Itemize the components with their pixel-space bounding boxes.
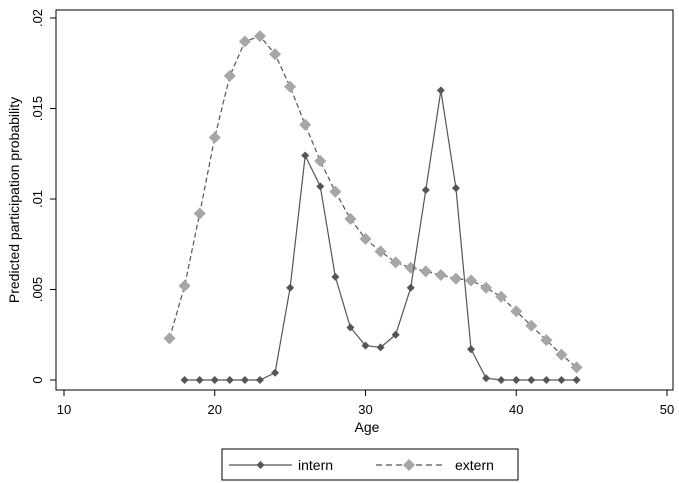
y-tick-label: .005 xyxy=(30,277,45,302)
y-tick-label: 0 xyxy=(30,376,45,383)
point-extern xyxy=(253,30,266,43)
point-intern xyxy=(572,376,581,384)
y-axis-title: Predicted participation probability xyxy=(6,97,22,303)
point-intern xyxy=(255,376,264,384)
point-extern xyxy=(555,348,568,361)
plot-frame xyxy=(55,9,674,391)
point-extern xyxy=(480,281,493,294)
point-extern xyxy=(434,269,447,282)
point-extern xyxy=(419,265,432,278)
point-extern xyxy=(495,290,508,303)
point-intern xyxy=(361,341,370,350)
point-intern xyxy=(436,86,445,95)
x-tick-label: 40 xyxy=(509,402,523,417)
point-extern xyxy=(208,131,221,144)
series-intern xyxy=(180,86,581,384)
point-intern xyxy=(497,376,506,384)
point-intern xyxy=(316,182,325,191)
point-extern xyxy=(510,305,523,318)
point-extern xyxy=(269,48,282,61)
point-extern xyxy=(284,80,297,93)
point-extern xyxy=(178,279,191,292)
legend-label-intern: intern xyxy=(298,457,333,473)
point-intern xyxy=(240,376,249,384)
series-line-extern xyxy=(168,35,577,368)
point-extern xyxy=(465,274,478,287)
point-intern xyxy=(542,376,551,384)
point-intern xyxy=(331,272,340,281)
point-extern xyxy=(329,185,342,198)
point-intern xyxy=(271,368,280,377)
point-extern xyxy=(344,212,357,225)
x-tick-label: 10 xyxy=(57,402,71,417)
x-tick-label: 50 xyxy=(660,402,674,417)
point-intern xyxy=(557,376,566,384)
point-intern xyxy=(195,376,204,384)
point-extern xyxy=(540,334,553,347)
point-extern xyxy=(299,118,312,131)
y-tick-label: .01 xyxy=(30,190,45,208)
point-intern xyxy=(467,345,476,354)
legend: intern extern xyxy=(221,448,519,481)
series-layer xyxy=(163,30,583,384)
point-extern xyxy=(449,272,462,285)
y-tick-label: .02 xyxy=(30,9,45,27)
point-intern xyxy=(225,376,234,384)
point-extern xyxy=(570,361,583,374)
point-intern xyxy=(512,376,521,384)
y-axis: 0 .005 .01 .015 .02 xyxy=(30,9,56,384)
x-axis: 10 20 30 40 50 xyxy=(57,390,674,417)
y-tick-label: .015 xyxy=(30,96,45,121)
point-extern xyxy=(314,154,327,167)
point-intern xyxy=(180,376,189,384)
point-extern xyxy=(163,332,176,345)
point-intern xyxy=(286,283,295,292)
point-intern xyxy=(391,330,400,339)
legend-label-extern: extern xyxy=(455,457,494,473)
point-intern xyxy=(482,374,491,383)
point-extern xyxy=(193,207,206,220)
point-extern xyxy=(238,35,251,48)
point-extern xyxy=(223,69,236,82)
x-axis-title: Age xyxy=(355,419,380,435)
point-intern xyxy=(346,323,355,332)
legend-marker-extern xyxy=(403,459,415,471)
point-intern xyxy=(210,376,219,384)
point-intern xyxy=(406,283,415,292)
legend-marker-intern xyxy=(256,461,265,469)
x-tick-label: 20 xyxy=(208,402,222,417)
point-intern xyxy=(301,151,310,160)
point-extern xyxy=(374,245,387,258)
point-extern xyxy=(525,319,538,332)
point-intern xyxy=(421,185,430,194)
point-extern xyxy=(359,232,372,245)
point-extern xyxy=(389,256,402,269)
point-intern xyxy=(376,343,385,352)
x-tick-label: 30 xyxy=(358,402,372,417)
point-intern xyxy=(527,376,536,384)
point-intern xyxy=(451,184,460,193)
